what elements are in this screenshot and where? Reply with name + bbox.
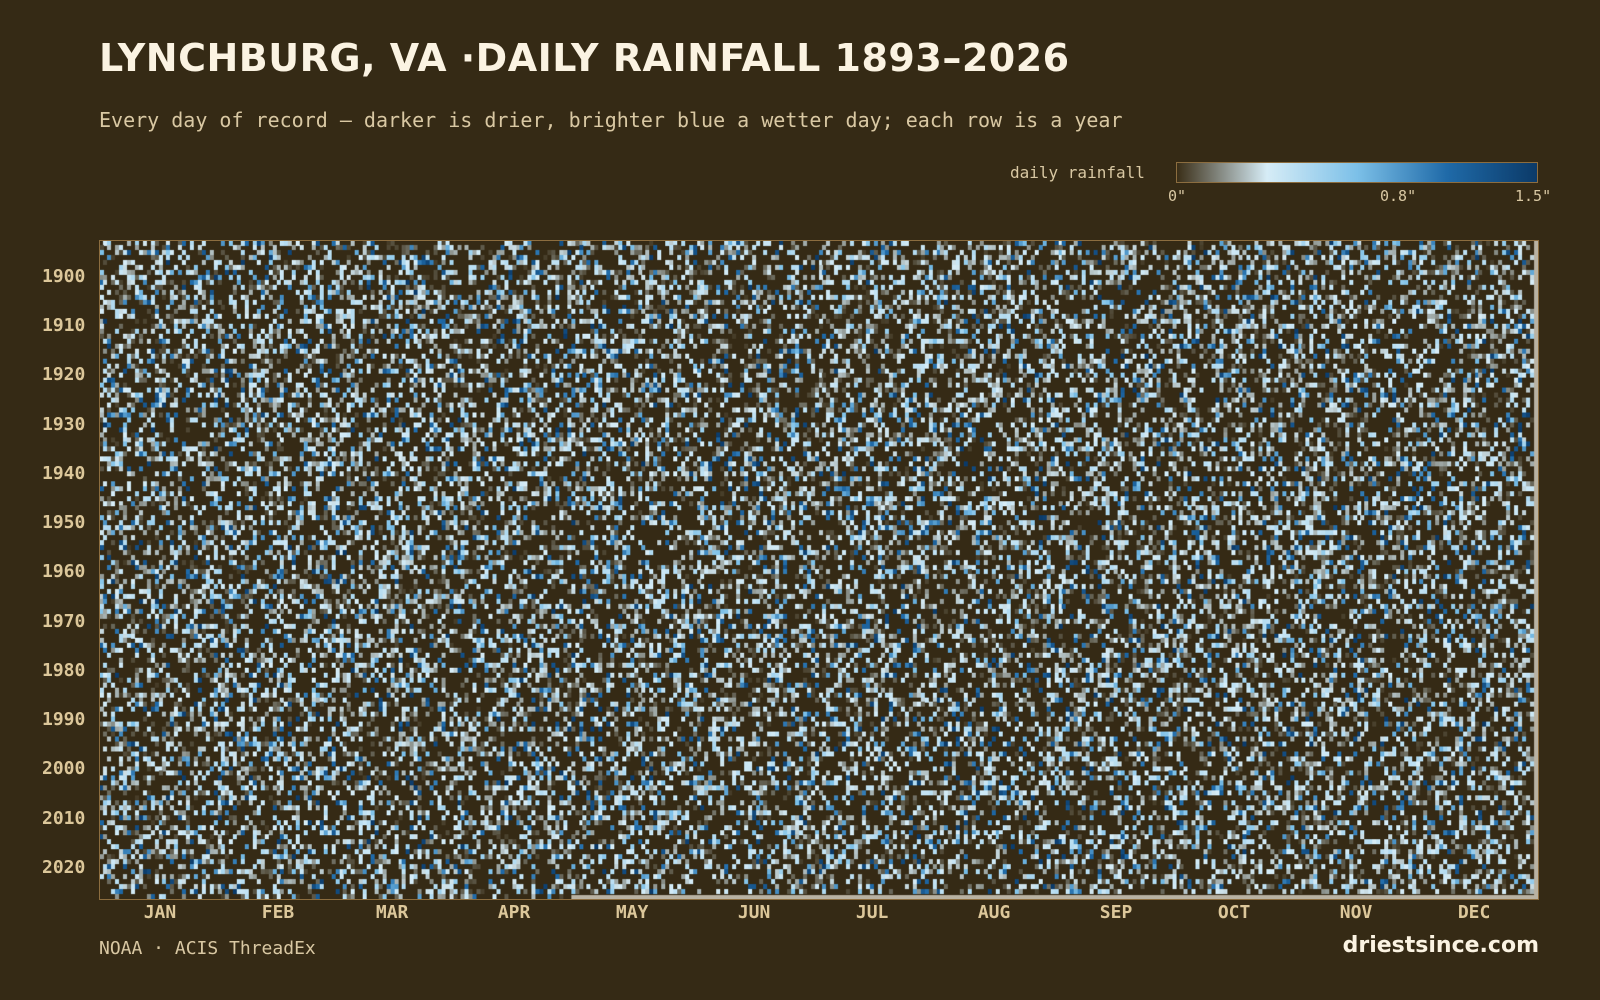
month-tick-label: DEC bbox=[1457, 902, 1491, 923]
rainfall-heatmap bbox=[99, 240, 1539, 900]
legend-tick-max: 1.5" bbox=[1515, 187, 1552, 205]
year-tick-label: 1990 bbox=[42, 709, 86, 731]
chart-subtitle: Every day of record — darker is drier, b… bbox=[99, 108, 1123, 132]
chart-title: LYNCHBURG, VA ·DAILY RAINFALL 1893–2026 bbox=[99, 36, 1070, 80]
year-tick-label: 1930 bbox=[42, 413, 86, 435]
month-tick-label: SEP bbox=[1099, 902, 1133, 923]
year-tick-label: 1920 bbox=[42, 364, 86, 386]
legend-tick-min: 0" bbox=[1168, 187, 1187, 205]
month-tick-label: JUL bbox=[855, 902, 889, 923]
legend-color-scale bbox=[1176, 162, 1538, 183]
legend-label: daily rainfall bbox=[1010, 163, 1145, 182]
site-credit: driestsince.com bbox=[1342, 933, 1539, 958]
year-tick-label: 1900 bbox=[42, 265, 86, 287]
year-tick-label: 1940 bbox=[42, 462, 86, 484]
month-tick-label: JAN bbox=[143, 902, 177, 923]
year-tick-label: 1980 bbox=[42, 659, 86, 681]
year-tick-label: 1970 bbox=[42, 610, 86, 632]
month-tick-label: MAR bbox=[375, 902, 409, 923]
legend-tick-mid: 0.8" bbox=[1380, 187, 1417, 205]
month-tick-label: APR bbox=[497, 902, 531, 923]
year-tick-label: 2010 bbox=[42, 807, 86, 829]
year-tick-label: 2020 bbox=[42, 856, 86, 878]
month-tick-label: JUN bbox=[737, 902, 771, 923]
month-tick-label: FEB bbox=[261, 902, 295, 923]
year-tick-label: 2000 bbox=[42, 758, 86, 780]
month-tick-label: OCT bbox=[1217, 902, 1251, 923]
year-tick-label: 1960 bbox=[42, 561, 86, 583]
month-tick-label: MAY bbox=[615, 902, 649, 923]
month-tick-label: NOV bbox=[1339, 902, 1373, 923]
year-tick-label: 1950 bbox=[42, 512, 86, 534]
month-tick-label: AUG bbox=[977, 902, 1011, 923]
data-source: NOAA · ACIS ThreadEx bbox=[99, 938, 316, 959]
year-tick-label: 1910 bbox=[42, 315, 86, 337]
